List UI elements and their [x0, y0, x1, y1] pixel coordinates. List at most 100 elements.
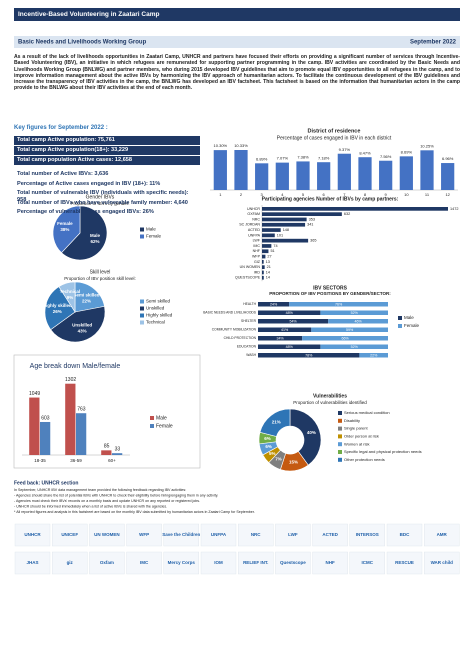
bar [262, 275, 264, 280]
bar-segment [359, 353, 388, 358]
partner-logo [275, 523, 311, 547]
partner-logo [349, 523, 385, 547]
key-figure: Percentage of vulnerable cases engaged I… [17, 209, 154, 215]
feedback-note: - UNHCR should be informed immediately w… [14, 504, 167, 508]
data-label: 21 [267, 265, 271, 269]
bar-segment [289, 302, 388, 307]
x-tick-label: 6 [323, 192, 326, 197]
y-tick-label: IRD [254, 270, 261, 274]
partner-name: AMR [437, 532, 448, 537]
y-tick-label: HEALTH [243, 302, 256, 306]
y-tick-label: UNHCR [247, 207, 260, 211]
slice-label: Female [57, 221, 73, 226]
bar [101, 450, 112, 455]
slice-value: 7% [275, 457, 282, 462]
y-tick-label: WFP [252, 254, 261, 258]
data-label: 763 [77, 407, 86, 413]
data-label: 14 [266, 276, 270, 280]
slice-value: 26% [53, 309, 62, 314]
x-tick-label: 1 [219, 192, 222, 197]
partner-name: Mercy Corps [168, 560, 196, 565]
data-label: 8.69% [401, 149, 413, 154]
legend-swatch [398, 316, 402, 320]
bar [262, 260, 264, 264]
data-label: 1302 [65, 377, 76, 383]
data-label: 27 [267, 255, 271, 259]
bar [65, 383, 76, 455]
x-tick-label: 4 [281, 192, 284, 197]
partner-logo [237, 551, 274, 575]
partner-name: UN WOMEN [94, 532, 120, 537]
bar [337, 153, 351, 190]
data-label: 24% [270, 302, 278, 306]
legend-label: Serious medical condition [344, 410, 390, 415]
legend-swatch [338, 434, 342, 439]
partner-logo [126, 523, 162, 547]
partner-logo [312, 551, 348, 575]
partner-logo [52, 551, 88, 575]
partner-name: ACTED [322, 532, 338, 537]
data-label: 101 [277, 233, 283, 237]
key-figure: Total camp Active population(18+): 33,22… [14, 146, 200, 155]
partner-name: Questscope [280, 560, 306, 565]
key-figure: Percentage of Active cases engaged in IB… [17, 180, 161, 187]
x-tick-label: 3 [261, 192, 264, 197]
legend-label: Technical [146, 320, 165, 325]
pie-slice [44, 286, 76, 331]
legend-swatch [150, 416, 154, 420]
x-tick-label: 12 [445, 192, 450, 197]
data-label: 1049 [29, 391, 40, 397]
legend-label: Women at risk [344, 441, 370, 446]
x-tick-label: 18-35 [34, 458, 46, 463]
pie-slice [74, 281, 105, 313]
pie-slice [50, 306, 106, 343]
partner-name: WFP [139, 532, 149, 537]
data-label: 7.07% [277, 156, 289, 161]
chart-title: Gender IBVs [86, 194, 115, 200]
data-label: 603 [41, 415, 50, 421]
y-tick-label: QUESTSCOPE [235, 276, 261, 280]
data-label: 10.33% [234, 143, 248, 148]
y-tick-label: COMMUNITY MOBILIZATION [212, 328, 257, 332]
partner-logo [386, 551, 423, 575]
chart-subtitle: Proportion of vulnerabilities identified [293, 400, 367, 405]
bar-segment [258, 344, 321, 349]
slice-label: Unskilled [72, 323, 92, 328]
intro-text: As a result of the lack of livelihoods o… [14, 54, 460, 92]
bar-segment [320, 310, 388, 315]
data-label: 85 [104, 444, 110, 450]
y-tick-label: BASIC NEEDS AND LIVELIHOODS [203, 311, 257, 315]
partner-name: UNICEF [61, 532, 78, 537]
partner-logo [14, 551, 51, 575]
y-tick-label: GIZ [254, 260, 261, 264]
partner-name: JHAS [26, 560, 38, 565]
legend-swatch [338, 411, 342, 415]
age-frame [13, 354, 201, 469]
data-label: 76% [335, 302, 343, 306]
data-label: 51 [270, 249, 274, 253]
data-label: 48% [286, 345, 294, 349]
legend-label: Highly skilled [146, 313, 173, 318]
partner-logo [349, 551, 385, 575]
y-tick-label: EDUCATION [237, 345, 257, 349]
feedback-note: * All reported figures and analysis in t… [14, 510, 255, 514]
bar [358, 157, 372, 190]
x-tick-label: 9 [385, 192, 388, 197]
data-label: 59% [346, 328, 354, 332]
partner-name: INTERSOS [356, 532, 379, 537]
partner-name: UNFPA [211, 532, 227, 537]
slice-value: 15% [289, 459, 298, 464]
bar [40, 421, 51, 455]
feedback-note: In September, UNHCR IBV data management … [14, 488, 186, 492]
bar [275, 162, 289, 190]
key-figure: Total number of Active IBVs: 3,636 [17, 171, 109, 177]
key-figure: Total number of vulnerable IBV (individu… [17, 190, 189, 203]
bar-segment [328, 319, 388, 324]
bar-segment [258, 336, 303, 341]
slice-value: 38% [60, 227, 69, 232]
bar [262, 228, 281, 232]
data-label: 48% [286, 311, 294, 315]
bar [317, 162, 331, 190]
bar [29, 397, 40, 455]
